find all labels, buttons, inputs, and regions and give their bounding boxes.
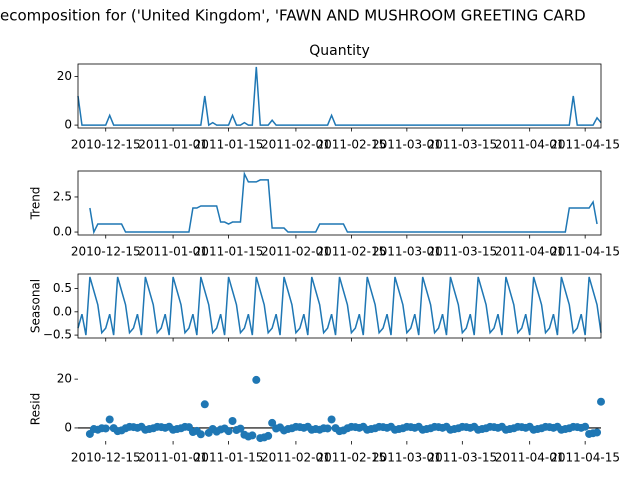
- y-axis-label: Resid: [29, 393, 43, 425]
- x-tick-label: 2011-04-15: [550, 245, 620, 259]
- x-tick-label: 2011-01-15: [194, 245, 264, 259]
- x-tick-label: 2011-04-15: [550, 451, 620, 465]
- x-tick-label: 2011-02-15: [317, 451, 387, 465]
- y-tick-label: 0: [64, 118, 72, 132]
- y-tick-label: 0.5: [53, 281, 72, 295]
- resid-point: [581, 422, 590, 431]
- x-tick-label: 2011-01-01: [138, 451, 208, 465]
- x-tick-label: 2011-04-01: [495, 451, 565, 465]
- y-axis-label: Seasonal: [29, 279, 43, 333]
- resid-point: [101, 424, 110, 433]
- x-tick-label: 2011-02-01: [261, 138, 331, 152]
- x-tick-label: 2011-02-15: [317, 245, 387, 259]
- resid-point: [252, 375, 261, 384]
- x-tick-label: 2011-03-15: [427, 245, 497, 259]
- resid-point: [224, 427, 233, 436]
- resid-point: [268, 418, 277, 427]
- resid-point: [248, 431, 257, 440]
- x-tick-label: 2011-03-01: [372, 138, 442, 152]
- x-tick-label: 2011-02-01: [261, 245, 331, 259]
- y-tick-label: 20: [57, 69, 72, 83]
- series-line: [77, 276, 602, 336]
- x-tick-label: 2011-01-01: [138, 138, 208, 152]
- x-tick-label: 2010-12-15: [71, 451, 141, 465]
- axes-frame: [77, 63, 602, 129]
- x-tick-label: 2010-12-15: [71, 245, 141, 259]
- x-tick-label: 2011-03-01: [372, 245, 442, 259]
- resid-point: [264, 431, 273, 440]
- y-tick-label: 0: [64, 420, 72, 434]
- resid-point: [105, 415, 114, 424]
- resid-point: [196, 430, 205, 439]
- x-tick-label: 2011-02-01: [261, 451, 331, 465]
- series-line: [89, 171, 598, 235]
- chart-title: ecomposition for ('United Kingdom', 'FAW…: [0, 7, 586, 25]
- x-tick-label: 2011-02-15: [317, 138, 387, 152]
- x-tick-label: 2011-04-01: [495, 245, 565, 259]
- x-tick-label: 2011-01-15: [194, 451, 264, 465]
- y-tick-label: −0.5: [43, 328, 72, 342]
- x-tick-label: 2011-01-01: [138, 245, 208, 259]
- y-tick-label: 0.0: [53, 304, 72, 318]
- panel-title: Quantity: [309, 43, 370, 59]
- x-tick-label: 2010-12-15: [71, 138, 141, 152]
- resid-point: [593, 428, 602, 437]
- x-tick-label: 2011-04-01: [495, 138, 565, 152]
- axes-frame: [77, 273, 602, 339]
- x-tick-label: 2011-01-15: [194, 138, 264, 152]
- y-tick-label: 20: [57, 372, 72, 386]
- resid-point: [327, 415, 336, 424]
- x-tick-label: 2011-04-15: [550, 138, 620, 152]
- x-tick-label: 2011-03-15: [427, 451, 497, 465]
- resid-point: [200, 400, 209, 409]
- series-line: [77, 66, 602, 127]
- y-tick-label: 2.5: [53, 189, 72, 203]
- y-tick-label: 0.0: [53, 225, 72, 239]
- resid-point: [597, 397, 605, 406]
- resid-point: [236, 424, 245, 433]
- resid-point: [323, 424, 332, 433]
- x-tick-label: 2011-03-01: [372, 451, 442, 465]
- x-tick-label: 2011-03-15: [427, 138, 497, 152]
- resid-point: [228, 417, 237, 426]
- y-axis-label: Trend: [29, 187, 43, 221]
- axes-frame: [77, 170, 602, 236]
